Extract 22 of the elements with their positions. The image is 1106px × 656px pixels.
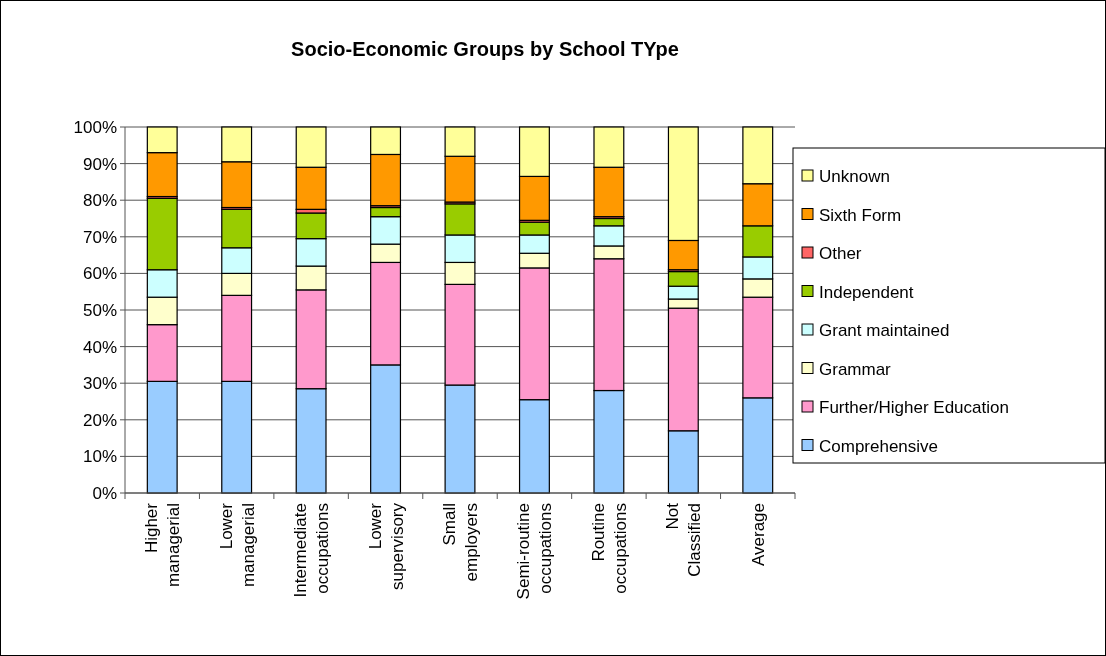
y-tick-label: 0% — [92, 483, 117, 503]
x-tick-label: Average — [748, 503, 768, 567]
y-tick-label: 60% — [82, 264, 117, 284]
x-tick-label: Higher managerial — [142, 502, 184, 588]
legend-label: Other — [819, 244, 862, 263]
y-tick-label: 40% — [82, 337, 117, 357]
legend-label: Sixth Form — [819, 205, 902, 225]
y-tick-label: 90% — [82, 154, 117, 174]
chart-title: Socio-Economic Groups by School TYpe — [291, 38, 679, 60]
legend-label: Comprehensive — [819, 436, 939, 456]
legend-label: Independent — [819, 282, 914, 302]
y-tick-label: 50% — [82, 300, 117, 320]
y-tick-label: 30% — [82, 374, 117, 394]
y-tick-label: 80% — [82, 191, 117, 211]
legend-label: Grant maintained — [819, 321, 950, 340]
y-tick-label: 10% — [82, 447, 117, 467]
legend-label: Further/Higher Education — [819, 398, 1009, 417]
y-tick-label: 100% — [73, 117, 117, 137]
y-tick-label: 20% — [82, 410, 117, 430]
legend-label: Unknown — [819, 167, 890, 186]
legend-label: Grammar — [819, 359, 892, 379]
y-tick-label: 70% — [82, 227, 117, 247]
